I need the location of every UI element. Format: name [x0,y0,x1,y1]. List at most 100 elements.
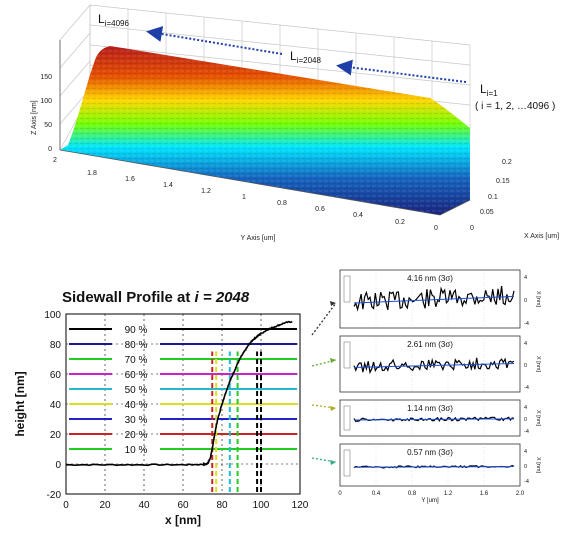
y-tick-label: 0.4 [353,212,363,219]
panel-link-arrow [311,302,337,336]
profile-y-label: height [nm] [13,371,27,436]
level-label: 30 % [125,415,148,426]
y-tick-label: 1.6 [125,176,135,183]
arrow-first-to-mid [336,59,467,83]
panel-x-tick: 0.4 [372,491,381,497]
l-first-label: Li=1 [480,82,498,98]
y-tick-label: 0.8 [277,200,287,207]
panel-y-label: X [nm] [535,410,541,426]
y-tick-label: 2 [53,157,57,164]
panel-x-tick: 0 [338,491,342,497]
level-label: 80 % [125,340,148,351]
y-axis-label: Y Axis [um] [241,235,276,242]
z-axis-label: Z Axis [nm] [31,100,38,135]
profile-x-tick: 40 [138,500,150,511]
line-annotations: Li=4096 Li=2048 Li=1 ( i = 1, 2, …4096 ) [98,12,555,112]
axes-frame [59,40,471,216]
panel-fit-line [353,295,515,304]
panel-link-arrowhead [330,301,336,306]
panel-link-arrowhead [330,406,336,411]
panel-y-tick: -4 [524,429,529,435]
panel-y-tick: 0 [524,298,527,304]
panel-legend-box [343,405,351,431]
panel-arrows [311,301,337,465]
roughness-panel: 4.16 nm (3σ) 4 0 -4 X [nm] [339,269,541,329]
y-tick-label: 0 [434,225,438,232]
l-last-label: Li=4096 [98,12,129,28]
z-tick-label: 50 [44,122,52,129]
panel-y-tick: -4 [524,385,529,391]
z-tick-label: 0 [48,146,52,153]
panel-sigma-label: 0.57 nm (3σ) [407,448,453,457]
profile-x-tick: 100 [253,500,270,511]
panel-y-tick: 0 [524,363,527,369]
panel-x-tick: 1.2 [444,491,453,497]
index-range-label: ( i = 1, 2, …4096 ) [475,101,555,112]
y-ticks: 2 1.8 1.6 1.4 1.2 1 0.8 0.6 0.4 0.2 0 [53,157,438,232]
panel-y-tick: 4 [524,341,527,347]
x-tick-label: 0 [470,225,474,232]
panel-legend-box [343,449,351,477]
level-label: 70 % [125,355,148,366]
z-ticks: 150 100 50 0 [40,74,52,153]
profile-y-tick: 0 [55,460,61,471]
x-tick-label: 0.05 [480,209,494,216]
panel-fit-line [353,418,515,421]
panel-y-label: X [nm] [535,356,541,372]
profile-levels [69,328,297,450]
profile-y-tick: -20 [47,490,62,501]
surface-texture [60,46,470,215]
profile-y-tick: 40 [50,400,62,411]
y-tick-label: 1.8 [87,170,97,177]
x-tick-label: 0.2 [502,159,512,166]
y-tick-label: 1 [242,194,246,201]
profile-line [65,320,293,467]
level-label: 50 % [125,385,148,396]
z-tick-label: 150 [40,74,52,81]
roughness-panel: 1.14 nm (3σ) 4 0 -4 X [nm] [339,399,541,437]
panel-trace [353,286,515,312]
panel-y-tick: 0 [524,464,527,470]
l-mid-label: Li=2048 [290,49,321,65]
roughness-panel: 0.57 nm (3σ) 4 0 -4 X [nm] [339,443,541,487]
profile-x-tick: 60 [177,500,189,511]
profile-x-ticks: 0 20 40 60 80 100 120 [63,500,309,511]
level-label: 90 % [125,325,148,336]
panel-link-arrowhead [330,358,336,363]
x-axis-label: X Axis [um] [524,233,559,240]
panel-frame [339,443,521,487]
panel-sigma-label: 2.61 nm (3σ) [407,340,453,349]
level-label: 20 % [125,430,148,441]
x-tick-label: 0.15 [496,178,510,185]
level-label: 60 % [125,370,148,381]
profile-chart-title: Sidewall Profile at i = 2048 [62,289,250,306]
y-tick-label: 0.6 [315,206,325,213]
panel-sigma-label: 1.14 nm (3σ) [407,404,453,413]
panel-x-tick: 2.0 [516,491,525,497]
y-tick-label: 1.2 [201,188,211,195]
profile-y-tick: 20 [50,430,62,441]
profile-chart: Sidewall Profile at i = 2048 90 % 80 % 70 … [13,289,309,527]
y-tick-label: 0.2 [395,219,405,226]
x-tick-label: 0.1 [488,194,498,201]
panel-x-tick: 1.6 [480,491,489,497]
panel-y-tick: 4 [524,449,527,455]
roughness-panel: 2.61 nm (3σ) 4 0 -4 X [nm] [339,335,541,393]
profile-x-tick: 20 [99,500,111,511]
level-label: 40 % [125,400,148,411]
profile-y-tick: 80 [50,340,62,351]
panel-sigma-label: 4.16 nm (3σ) [407,274,453,283]
surface-plot: 150 100 50 0 Z Axis [nm] 2 1.8 1.6 1.4 1… [31,4,559,242]
panel-y-tick: 4 [524,405,527,411]
panel-x-label: Y [um] [421,498,439,504]
panel-y-tick: 4 [524,275,527,281]
panel-legend-box [343,341,351,369]
roughness-panels: 4.16 nm (3σ) 4 0 -4 X [nm] 2.61 nm (3σ) 4 0 -4 X … [338,269,541,504]
panel-y-label: X [nm] [535,457,541,473]
panel-y-tick: -4 [524,321,529,327]
panel-fit-line [353,466,515,468]
profile-x-tick: 80 [216,500,228,511]
profile-y-tick: 60 [50,370,62,381]
panel-x-tick: 0.8 [408,491,417,497]
